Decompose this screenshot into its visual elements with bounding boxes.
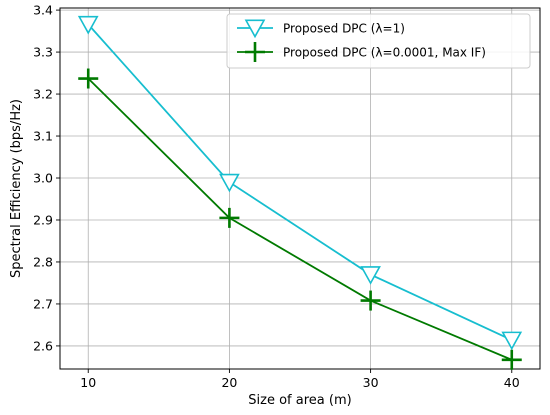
data-point bbox=[501, 331, 523, 351]
series-line-2 bbox=[87, 77, 513, 361]
axis-ticks: 10 20 30 40 2.6 2.7 2.8 2.9 3.0 3.1 3.2 3.3 3.4 bbox=[33, 3, 520, 390]
data-point bbox=[501, 349, 522, 370]
data-point bbox=[219, 207, 240, 228]
x-tick-label: 30 bbox=[363, 375, 379, 390]
legend-marker bbox=[244, 19, 266, 39]
legend: Proposed DPC (λ=1) Proposed DPC (λ=0.0001… bbox=[226, 13, 531, 69]
y-tick-label: 3.1 bbox=[33, 129, 53, 144]
y-tick-label: 2.7 bbox=[33, 296, 53, 311]
y-tick-label: 3.3 bbox=[33, 45, 53, 60]
data-point bbox=[78, 68, 99, 89]
x-tick-label: 20 bbox=[221, 375, 237, 390]
y-tick-label: 2.8 bbox=[33, 254, 53, 269]
series-line-1 bbox=[87, 23, 513, 341]
y-axis-label: Spectral Efficiency (bps/Hz) bbox=[9, 99, 24, 278]
legend-entry-label: Proposed DPC (λ=1) bbox=[283, 22, 405, 36]
y-tick-label: 3.2 bbox=[33, 87, 53, 102]
legend-marker bbox=[245, 42, 265, 62]
data-point bbox=[219, 173, 240, 193]
y-tick-label: 2.6 bbox=[33, 338, 53, 353]
y-tick-label: 3.4 bbox=[33, 3, 53, 18]
x-tick-label: 40 bbox=[504, 375, 520, 390]
legend-box bbox=[226, 13, 531, 69]
x-axis-label: Size of area (m) bbox=[248, 393, 351, 408]
y-tick-label: 3.0 bbox=[33, 171, 53, 186]
y-tick-label: 2.9 bbox=[33, 212, 53, 227]
series-group bbox=[77, 15, 523, 370]
plot-area bbox=[59, 7, 541, 370]
data-point bbox=[360, 266, 381, 285]
data-point bbox=[77, 15, 99, 35]
legend-entry-label: Proposed DPC (λ=0.0001, Max IF) bbox=[283, 46, 486, 60]
data-point bbox=[360, 290, 381, 311]
x-tick-label: 10 bbox=[80, 375, 96, 390]
